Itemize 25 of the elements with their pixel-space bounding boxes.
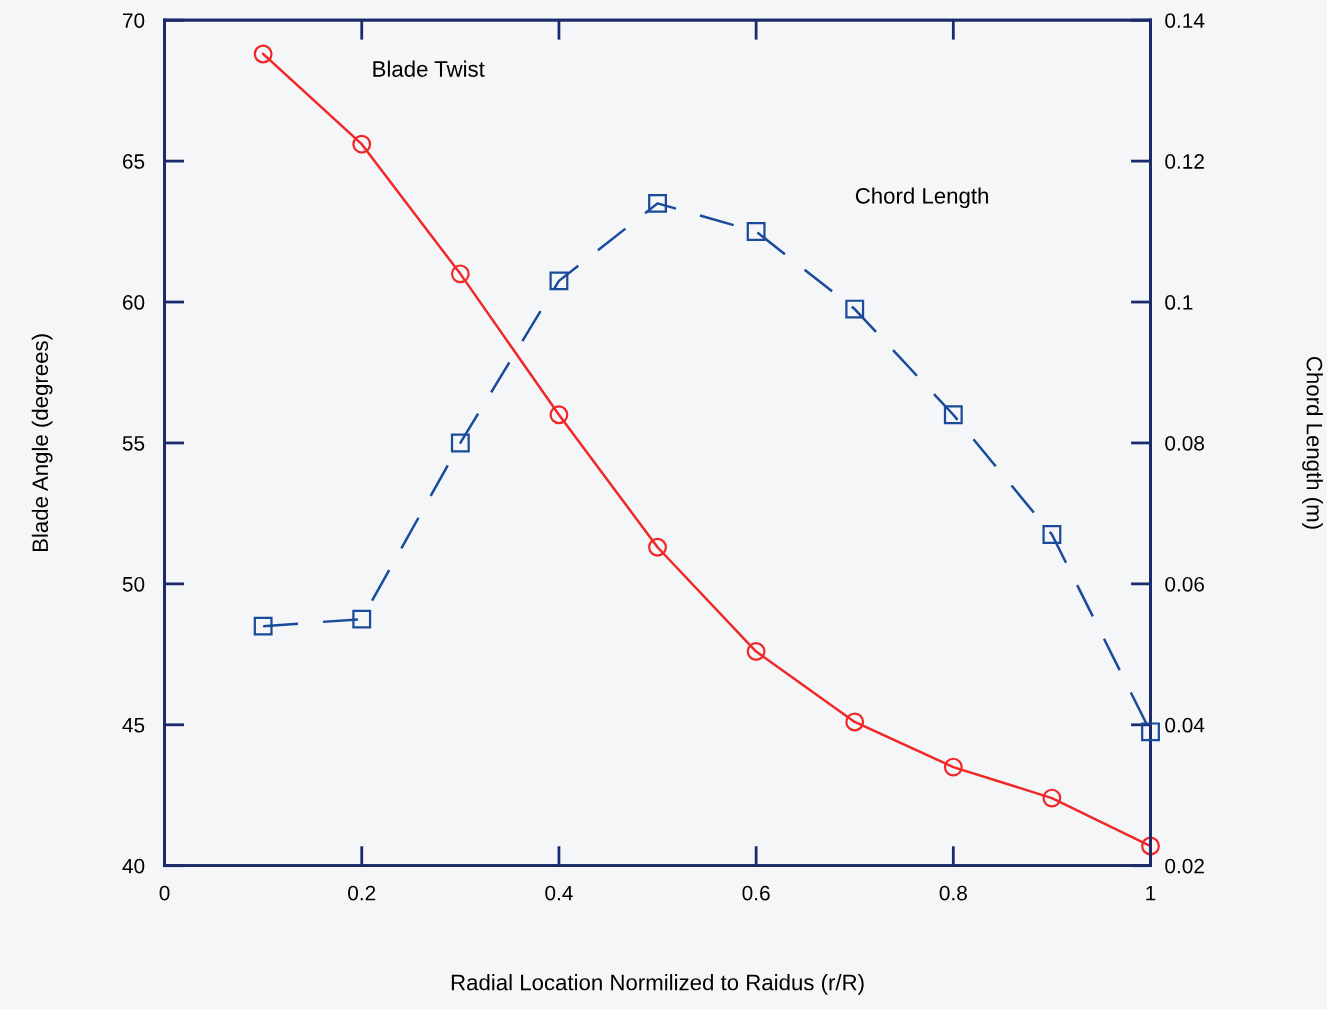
y-tick-label: 65 (122, 154, 145, 169)
x-axis-title: Radial Location Normilized to Raidus (r/R) (451, 974, 864, 995)
x-tick-label: 0.6 (742, 885, 770, 901)
x-tick-label: 0.2 (348, 885, 376, 901)
y-tick-label: 45 (122, 718, 145, 733)
y2-tick-label: 0.02 (1165, 858, 1204, 874)
y2-tick-label: 0.08 (1165, 435, 1205, 451)
y2-axis-title: Chord Length (m) (1302, 357, 1323, 529)
y-tick-label: 50 (122, 576, 145, 592)
x-tick-label: 0.4 (545, 885, 573, 901)
y2-tick-label: 0.06 (1165, 576, 1205, 592)
y-tick-label: 55 (122, 436, 145, 451)
y-tick-label: 60 (122, 295, 145, 310)
y-axis-title: Blade Angle (degrees) (31, 334, 53, 552)
y2-tick-label: 0.1 (1165, 295, 1193, 310)
y2-tick-label: 0.12 (1165, 154, 1204, 169)
y2-tick-label: 0.04 (1165, 717, 1205, 733)
annotation: Blade Twist (373, 60, 485, 77)
y-tick-label: 70 (123, 13, 145, 28)
annotation: Chord Length (855, 187, 988, 209)
x-tick-label: 1 (1146, 885, 1156, 901)
y2-tick-label: 0.14 (1165, 13, 1205, 28)
x-tick-label: 0.8 (939, 885, 967, 901)
y-tick-label: 40 (122, 858, 145, 874)
x-tick-label: 0 (159, 885, 170, 901)
